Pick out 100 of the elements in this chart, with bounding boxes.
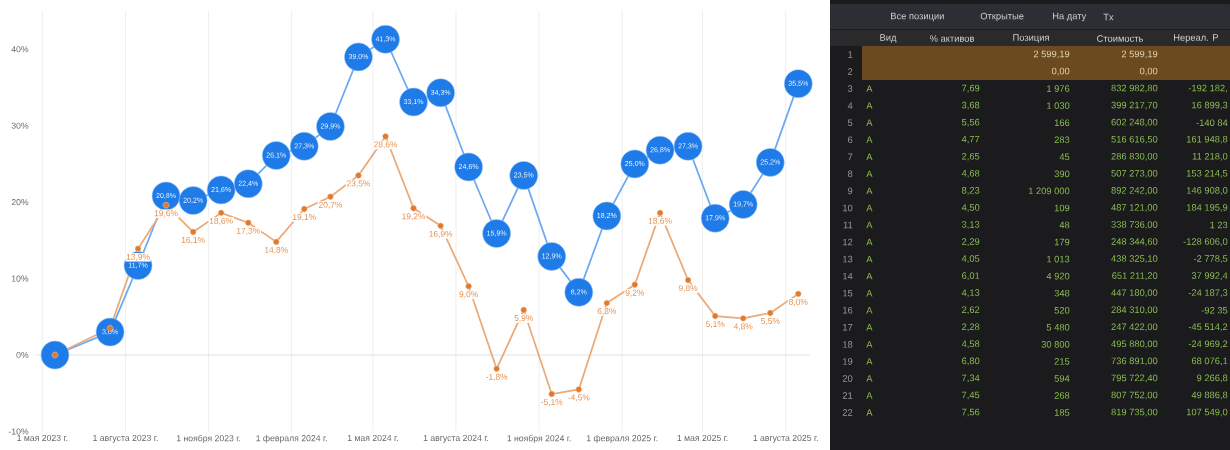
point [301, 205, 308, 213]
text: 215 [1054, 358, 1070, 365]
text: 2,28 [962, 323, 980, 332]
category-label: 21 [842, 392, 853, 399]
data-label: 19,2% [402, 213, 426, 221]
text: A [866, 153, 873, 161]
category-label: 3 [847, 85, 853, 92]
text: 1 23 [1210, 221, 1228, 229]
text: 594 [1054, 375, 1070, 382]
text: 390 [1054, 170, 1070, 178]
text: 68 076,1 [1191, 357, 1228, 366]
category-label: 19 [843, 358, 853, 365]
point [575, 386, 583, 393]
text: 2 599,19 [1033, 50, 1070, 59]
text: 4,58 [961, 340, 980, 349]
text: 153 214,5 [1186, 170, 1228, 178]
data-label: 16,1% [181, 237, 205, 244]
text: 892 242,00 [1111, 187, 1158, 195]
text: 832 982,80 [1111, 84, 1158, 93]
data-label: 5,5% [761, 318, 780, 325]
text: -92 35 [1201, 306, 1228, 314]
text: 602 248,00 [1111, 118, 1158, 127]
point [273, 238, 280, 246]
category-label: 10 [843, 204, 853, 212]
text: 1 030 [1047, 102, 1070, 109]
y-tick-label: 10% [11, 275, 29, 282]
point [217, 209, 225, 217]
text: A [866, 85, 873, 92]
category-label: 22 [842, 409, 853, 416]
text: 3,68 [961, 101, 980, 110]
point [493, 365, 500, 373]
text: 4,05 [961, 255, 980, 263]
data-label: 5,9% [514, 315, 533, 322]
data-label: 28,6% [374, 141, 398, 149]
data-label: -5,1% [541, 399, 563, 406]
text: 247 422,00 [1111, 323, 1158, 332]
data-label: 5,1% [705, 321, 725, 329]
category-label: Вид [880, 34, 897, 43]
text: 1 976 [1047, 85, 1070, 92]
text: Tx [1103, 13, 1114, 21]
x-tick-label: 1 мая 2024 г. [347, 434, 398, 442]
text: A [866, 102, 873, 109]
text: 109 [1054, 204, 1070, 212]
point [603, 299, 611, 307]
point [355, 172, 362, 179]
category-label: 16 [843, 306, 853, 314]
text: 6,01 [962, 272, 980, 281]
point [656, 209, 664, 217]
data-label: 9,8% [678, 285, 698, 293]
data-label: 9,2% [625, 289, 645, 297]
text: -192 182, [1188, 84, 1227, 93]
text: 161 948,8 [1186, 135, 1228, 144]
text: 184 195,9 [1186, 204, 1228, 212]
point [631, 281, 639, 288]
text: -24 969,2 [1188, 340, 1228, 349]
category-label: 2 [848, 68, 853, 75]
text: 3,13 [961, 221, 980, 229]
text: 179 [1054, 238, 1070, 246]
category-label: 12 [843, 238, 853, 246]
text: A [866, 324, 873, 331]
text: -24 187,3 [1188, 289, 1228, 298]
text: 45 [1059, 153, 1070, 161]
text: 0,00 [1139, 67, 1158, 76]
x-tick-label: 1 августа 2024 г. [423, 434, 489, 443]
y-tick-label: 0% [16, 351, 29, 359]
text: 2,62 [962, 306, 980, 315]
text: 6,80 [962, 357, 980, 366]
text: A [866, 221, 873, 229]
text: A [866, 255, 873, 263]
text: A [866, 375, 873, 382]
text: -2 778,5 [1193, 255, 1228, 263]
text: 4,77 [961, 135, 980, 144]
data-label: 14,8% [264, 246, 288, 254]
text: 11 218,0 [1192, 152, 1228, 161]
text: -45 514,2 [1188, 323, 1228, 332]
text: 736 891,00 [1111, 357, 1158, 366]
category-label: 1 [848, 51, 853, 58]
y-tick-label: 20% [11, 199, 29, 206]
text: A [866, 187, 873, 195]
y-tick-label: 30% [11, 122, 29, 129]
text: Все позиции [891, 12, 944, 22]
text: 4,50 [961, 204, 980, 212]
point [767, 309, 774, 317]
point [711, 312, 719, 320]
category-label: 17 [843, 324, 853, 331]
data-label: -1,8% [486, 373, 508, 381]
text: На дату [1053, 12, 1087, 22]
point [465, 283, 472, 290]
data-label: 18,6% [648, 217, 672, 225]
text: 8,23 [961, 187, 980, 195]
text: A [866, 409, 873, 416]
category-label: 7 [848, 153, 853, 161]
text: 4,68 [961, 170, 980, 178]
text: 0,00 [1051, 67, 1070, 76]
category-label: 6 [848, 136, 853, 144]
data-label: 13,9% [126, 253, 150, 261]
data-label: 6,8% [597, 308, 617, 316]
category-label: % активов [929, 35, 974, 42]
y-tick-label: 40% [11, 46, 29, 53]
category-label: 13 [843, 255, 853, 263]
